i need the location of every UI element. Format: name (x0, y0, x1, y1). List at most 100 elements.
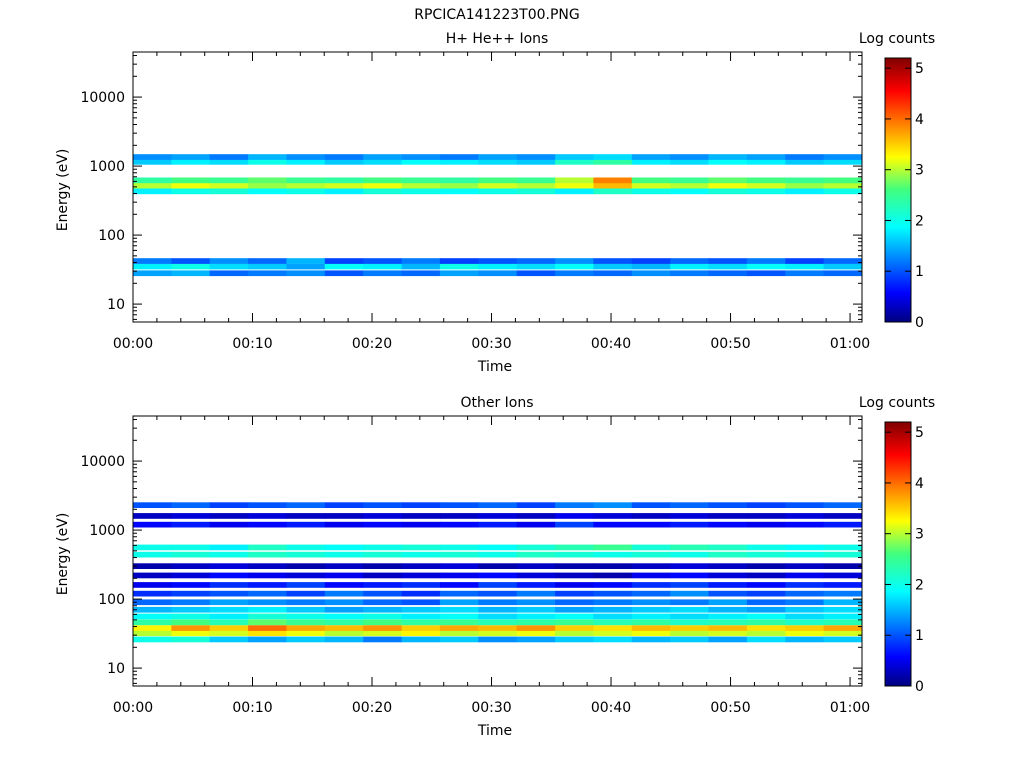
heatmap-cell (324, 613, 364, 620)
heatmap-cell (439, 270, 479, 277)
heatmap-cell (248, 258, 287, 264)
heatmap-cell (708, 582, 748, 588)
heatmap-cell (401, 159, 441, 165)
heatmap-cell (708, 270, 748, 277)
y-tick-label: 1000 (89, 159, 125, 175)
heatmap-cell (248, 154, 287, 160)
heatmap-cell (670, 513, 710, 519)
heatmap-cell (478, 154, 518, 160)
heatmap-cell (324, 572, 364, 579)
heatmap-cell (439, 544, 479, 551)
heatmap-cell (555, 599, 594, 606)
heatmap-cell (133, 502, 172, 508)
heatmap-cell (171, 159, 211, 165)
heatmap-cell (478, 258, 518, 264)
heatmap-cell (439, 182, 479, 189)
heatmap-cell (248, 572, 287, 579)
heatmap-cell (439, 513, 479, 519)
heatmap-cell (670, 636, 710, 643)
heatmap-cell (478, 270, 518, 277)
heatmap-cell (286, 563, 326, 569)
heatmap-cell (401, 551, 441, 558)
heatmap-cell (439, 636, 479, 643)
heatmap-cell (401, 606, 441, 613)
heatmap-cell (248, 502, 287, 508)
heatmap-cell (209, 154, 249, 160)
heatmap-cell (823, 619, 863, 626)
heatmap-cell (670, 521, 710, 528)
heatmap-cell (631, 572, 671, 579)
heatmap-cell (555, 513, 594, 519)
heatmap-cell (670, 625, 710, 631)
heatmap-cell (171, 513, 211, 519)
panel1-colorbar-ticks: 0 1 2 3 4 5 (885, 61, 924, 331)
heatmap-cell (439, 154, 479, 160)
heatmap-cell (478, 513, 518, 519)
heatmap-cell (439, 590, 479, 597)
heatmap-cell (324, 630, 364, 637)
heatmap-cell (746, 159, 786, 165)
heatmap-cell (439, 613, 479, 620)
heatmap-cell (439, 177, 479, 184)
panel2-colorbar (884, 421, 912, 687)
heatmap-cell (516, 544, 556, 551)
heatmap-cell (785, 263, 825, 270)
heatmap-cell (209, 544, 249, 551)
heatmap-cell (555, 177, 594, 184)
heatmap-cell (286, 606, 326, 613)
heatmap-cell (286, 258, 326, 264)
heatmap-cell (631, 619, 671, 626)
heatmap-cell (133, 182, 172, 189)
heatmap-cell (823, 502, 863, 508)
heatmap-cell (516, 599, 556, 606)
heatmap-cell (555, 625, 594, 631)
heatmap-cell (746, 625, 786, 631)
heatmap-cell (171, 521, 211, 528)
heatmap-cell (631, 159, 671, 165)
heatmap-cell (746, 263, 786, 270)
heatmap-cell (478, 636, 518, 643)
heatmap-cell (785, 572, 825, 579)
heatmap-cell (631, 154, 671, 160)
heatmap-cell (670, 590, 710, 597)
heatmap-cell (478, 159, 518, 165)
heatmap-cell (401, 582, 441, 588)
heatmap-cell (286, 521, 326, 528)
heatmap-cell (823, 590, 863, 597)
panel1-colorbar (884, 57, 912, 323)
heatmap-cell (478, 572, 518, 579)
heatmap-cell (363, 551, 403, 558)
heatmap-cell (363, 630, 403, 637)
heatmap-cell (516, 625, 556, 631)
heatmap-cell (823, 188, 863, 195)
heatmap-cell (171, 582, 211, 588)
x-tick-label: 00:40 (591, 336, 631, 352)
heatmap-cell (171, 625, 211, 631)
heatmap-cell (171, 551, 211, 558)
heatmap-cell (286, 551, 326, 558)
heatmap-cell (133, 270, 172, 277)
heatmap-cell (708, 159, 748, 165)
heatmap-cell (746, 613, 786, 620)
heatmap-cell (785, 590, 825, 597)
heatmap-cell (555, 544, 594, 551)
heatmap-cell (439, 502, 479, 508)
heatmap-cell (823, 177, 863, 184)
heatmap-cell (785, 582, 825, 588)
heatmap-cell (401, 563, 441, 569)
heatmap-cell (478, 521, 518, 528)
heatmap-cell (555, 270, 594, 277)
heatmap-cell (670, 177, 710, 184)
heatmap-cell (133, 572, 172, 579)
heatmap-cell (133, 551, 172, 558)
panel1-ylabel: Energy (eV) (55, 149, 71, 232)
heatmap-cell (516, 590, 556, 597)
heatmap-cell (324, 551, 364, 558)
heatmap-cell (670, 544, 710, 551)
heatmap-cell (401, 270, 441, 277)
heatmap-cell (133, 544, 172, 551)
heatmap-cell (708, 258, 748, 264)
heatmap-cell (171, 544, 211, 551)
heatmap-cell (439, 551, 479, 558)
